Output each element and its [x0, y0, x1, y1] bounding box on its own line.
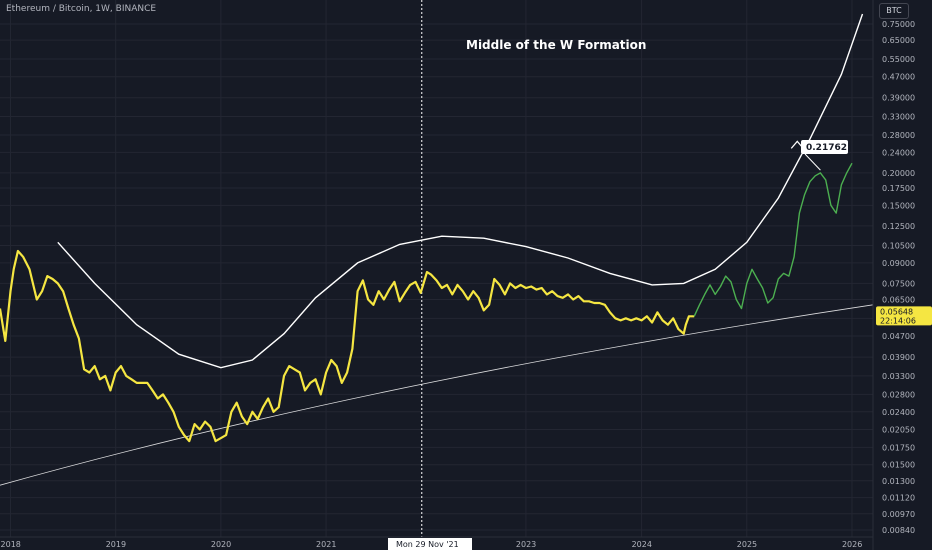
- y-tick-label: 0.09000: [882, 259, 915, 268]
- x-tick-label: 2025: [737, 540, 757, 549]
- y-tick-label: 0.01500: [882, 461, 915, 470]
- y-tick-label: 0.39000: [882, 94, 915, 103]
- y-tick-label: 0.03900: [882, 353, 915, 362]
- y-tick-label: 0.02400: [882, 408, 915, 417]
- y-tick-label: 0.07500: [882, 279, 915, 288]
- series-layer: [0, 162, 853, 443]
- series-line-1: [0, 249, 695, 443]
- w-formation-curve: [57, 13, 864, 369]
- y-tick-label: 0.01750: [882, 443, 915, 452]
- price-label-countdown: 22:14:06: [880, 316, 916, 325]
- crosshair-date-label: Mon 29 Nov '21: [388, 538, 472, 550]
- y-tick-label: 0.65000: [882, 36, 915, 45]
- y-tick-label: 0.01120: [882, 494, 915, 503]
- y-tick-label: 0.17500: [882, 184, 915, 193]
- price-label: 0.05648 22:14:06: [876, 306, 932, 326]
- x-tick-label: 2019: [106, 540, 126, 549]
- y-tick-label: 0.03300: [882, 372, 915, 381]
- currency-unit-button[interactable]: BTC: [879, 3, 909, 19]
- y-tick-label: 0.12500: [882, 222, 915, 231]
- y-tick-label: 0.15000: [882, 201, 915, 210]
- symbol-header: Ethereum / Bitcoin, 1W, BINANCE: [6, 4, 157, 14]
- y-tick-label: 0.28000: [882, 131, 915, 140]
- price-axis: 0.75000 0.65000 0.55000 0.47000 0.39000 0.330…: [882, 20, 915, 535]
- target-label: 0.21762: [801, 140, 848, 154]
- x-tick-label: 2020: [211, 540, 231, 549]
- y-tick-label: 0.02800: [882, 390, 915, 399]
- price-label-value: 0.05648: [880, 307, 913, 316]
- y-tick-label: 0.10500: [882, 242, 915, 251]
- target-label-value: 0.21762: [806, 143, 847, 153]
- y-tick-label: 0.00970: [882, 510, 915, 519]
- x-tick-label: 2023: [516, 540, 536, 549]
- y-tick-label: 0.02050: [882, 426, 915, 435]
- x-tick-label: 2021: [316, 540, 336, 549]
- y-tick-label: 0.00840: [882, 526, 915, 535]
- y-tick-label: 0.04700: [882, 332, 915, 341]
- x-tick-label: 2018: [1, 540, 21, 549]
- x-tick-label: 2026: [842, 540, 862, 549]
- y-tick-label: 0.06500: [882, 296, 915, 305]
- y-tick-label: 0.01300: [882, 477, 915, 486]
- support-trendline: [0, 304, 874, 486]
- y-tick-label: 0.75000: [882, 20, 915, 29]
- target-connector: [804, 153, 821, 171]
- y-tick-label: 0.47000: [882, 73, 915, 82]
- crosshair-date: Mon 29 Nov '21: [396, 540, 459, 549]
- chart-title: Middle of the W Formation: [466, 38, 647, 52]
- series-line-2: [693, 162, 853, 317]
- y-tick-label: 0.20000: [882, 169, 915, 178]
- x-tick-label: 2024: [632, 540, 652, 549]
- vertical-gridlines: [10, 0, 853, 537]
- y-tick-label: 0.33000: [882, 113, 915, 122]
- y-tick-label: 0.24000: [882, 148, 915, 157]
- y-tick-label: 0.55000: [882, 55, 915, 64]
- horizontal-gridlines: [0, 23, 873, 531]
- time-axis: 2018 2019 2020 2021 2023 2024 2025 2026: [1, 540, 863, 549]
